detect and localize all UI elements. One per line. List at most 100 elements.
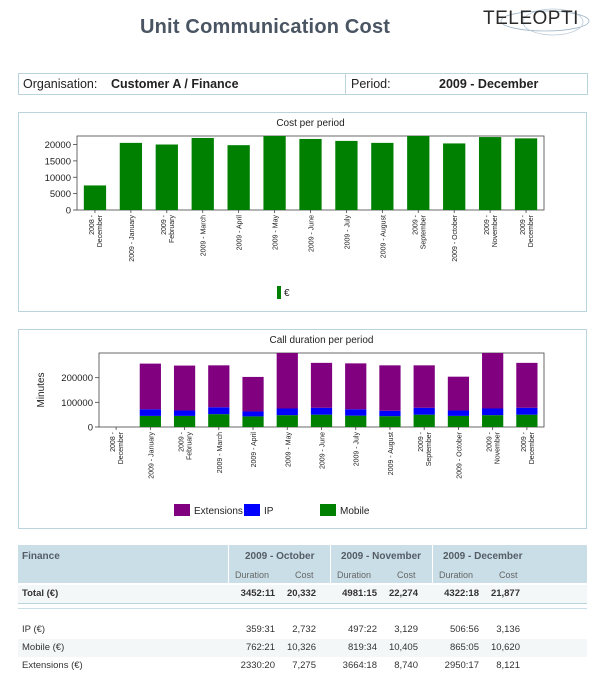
cell-value: 3664:18 xyxy=(342,660,377,671)
bar xyxy=(516,407,538,415)
cell-value: 506:56 xyxy=(449,624,479,635)
x-tick-label: 2009 - xyxy=(179,431,186,452)
bar xyxy=(443,143,466,210)
table-header: Finance 2009 - October Duration Cost 200… xyxy=(18,545,587,583)
x-tick-label: November xyxy=(492,214,499,247)
row-label: Extensions (€) xyxy=(22,660,83,671)
table-row: IP (€) 359:31 2,732 497:22 3,129 506:56 … xyxy=(18,621,587,639)
bar xyxy=(299,138,322,210)
bar xyxy=(119,142,143,210)
cell-value: 10,326 xyxy=(286,642,316,653)
x-tick-label: 2009 - May xyxy=(273,215,280,251)
bar xyxy=(482,415,504,427)
bar xyxy=(208,414,230,427)
cell-value: 22,274 xyxy=(388,588,418,599)
bar xyxy=(379,410,401,417)
x-tick-label: 2009 - August xyxy=(380,215,387,258)
bar xyxy=(407,136,430,210)
bar xyxy=(242,376,264,412)
duration-chart-panel: Call duration per period 0 100000 200000 Min… xyxy=(18,329,587,529)
y-tick-label: 10000 xyxy=(45,173,71,184)
period-value: 2009 - December xyxy=(439,77,539,91)
x-tick-label: September xyxy=(420,214,427,249)
cell-value: 3,129 xyxy=(394,624,418,635)
y-tick-label: 200000 xyxy=(61,373,93,384)
bar xyxy=(413,407,435,415)
bar xyxy=(208,407,230,415)
cell-value: 10,405 xyxy=(388,642,418,653)
duration-header: Duration xyxy=(439,570,474,580)
teleopti-logo: TELEOPTI xyxy=(483,6,595,38)
bar xyxy=(173,365,196,411)
x-tick-label: 2009 - April xyxy=(237,215,244,251)
x-tick-label: 2009 - October xyxy=(456,431,463,478)
bar xyxy=(310,407,333,415)
period-header-group: 2009 - December Duration Cost xyxy=(432,545,535,583)
bar xyxy=(516,362,538,408)
organisation-label: Organisation: xyxy=(23,77,98,91)
duration-header: Duration xyxy=(337,570,372,580)
x-tick-label: 2009 - July xyxy=(354,432,361,467)
legend-swatch xyxy=(277,286,281,299)
x-tick-label: 2009 - January xyxy=(129,215,136,262)
cell-value: 2330:20 xyxy=(240,660,275,671)
period-header-group: 2009 - October Duration Cost xyxy=(228,545,331,583)
x-tick-label: 2009 - January xyxy=(148,432,155,479)
bar xyxy=(447,376,470,411)
info-divider xyxy=(345,74,346,94)
cell-value: 4322:18 xyxy=(444,588,479,599)
cell-value: 4981:15 xyxy=(342,588,377,599)
x-tick-label: November xyxy=(495,431,502,464)
call-duration-chart: Call duration per period 0 100000 200000 Min… xyxy=(36,335,545,517)
legend-label: Extensions xyxy=(194,506,243,517)
bar xyxy=(447,410,470,416)
x-tick-label: December xyxy=(97,214,104,247)
cell-value: 497:22 xyxy=(347,624,377,635)
x-tick-label: 2008 - xyxy=(110,431,117,452)
cost-header: Cost xyxy=(499,570,518,580)
cell-value: 865:05 xyxy=(449,642,479,653)
bar xyxy=(208,365,230,408)
bar xyxy=(173,415,196,427)
cell-value: 819:34 xyxy=(347,642,377,653)
bar xyxy=(191,137,214,210)
bar xyxy=(242,411,264,417)
legend-label: € xyxy=(284,288,290,299)
bar xyxy=(139,415,161,427)
y-tick-label: 0 xyxy=(66,206,71,217)
period-header: 2009 - December xyxy=(443,551,523,562)
bar xyxy=(155,144,178,210)
bar xyxy=(83,185,107,210)
x-tick-label: 2009 - April xyxy=(251,432,258,468)
bar xyxy=(514,138,538,210)
bar xyxy=(482,353,504,409)
x-tick-label: 2009 - August xyxy=(388,432,395,475)
legend-swatch xyxy=(320,504,336,516)
bar xyxy=(242,416,264,427)
cell-value: 20,332 xyxy=(286,588,316,599)
x-tick-label: 2009 - June xyxy=(320,432,327,469)
cost-header: Cost xyxy=(295,570,314,580)
chart-title: Cost per period xyxy=(276,118,344,129)
x-tick-label: 2009 - May xyxy=(285,432,292,468)
bar xyxy=(516,414,538,427)
duration-header: Duration xyxy=(235,570,270,580)
bar xyxy=(345,363,367,410)
period-header: 2009 - October xyxy=(245,551,315,562)
bar xyxy=(482,408,504,416)
table-title: Finance xyxy=(22,551,60,562)
bar xyxy=(371,142,394,210)
cell-value: 10,620 xyxy=(490,642,520,653)
row-label: Total (€) xyxy=(22,588,59,599)
bar xyxy=(335,140,358,210)
period-label: Period: xyxy=(351,77,391,91)
bar xyxy=(379,365,401,411)
x-tick-label: December xyxy=(118,431,125,464)
bar xyxy=(276,353,298,409)
total-row: Total (€) 3452:11 20,332 4981:15 22,274 … xyxy=(18,585,587,604)
x-tick-label: February xyxy=(187,432,194,461)
row-label: Mobile (€) xyxy=(22,642,65,653)
organisation-value: Customer A / Finance xyxy=(111,77,239,91)
x-tick-label: 2008 - xyxy=(89,214,96,235)
bar xyxy=(139,363,161,410)
